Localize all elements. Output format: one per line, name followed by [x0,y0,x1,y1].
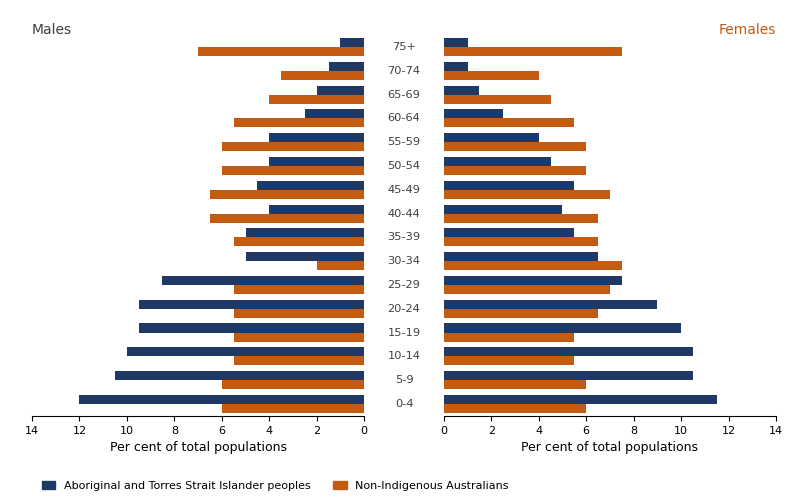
Bar [281,71,364,80]
Bar [444,47,622,56]
Text: 5-9: 5-9 [394,375,414,385]
Bar [444,324,681,333]
Bar [444,252,598,261]
Bar [444,300,658,309]
Bar [444,380,586,389]
Bar [317,261,364,270]
Bar [115,371,364,380]
Bar [444,285,610,294]
Bar [444,86,479,95]
Bar [444,309,598,318]
Bar [444,237,598,246]
Bar [234,309,364,318]
X-axis label: Per cent of total populations: Per cent of total populations [110,441,286,454]
Text: 15-19: 15-19 [387,328,421,338]
Text: 65-69: 65-69 [387,90,421,100]
Bar [317,86,364,95]
Bar [444,190,610,199]
Bar [444,157,550,166]
Text: 45-49: 45-49 [387,185,421,195]
Bar [444,109,503,118]
Legend: Aboriginal and Torres Strait Islander peoples, Non-Indigenous Australians: Aboriginal and Torres Strait Islander pe… [38,476,514,495]
Bar [222,166,364,175]
Text: 35-39: 35-39 [387,232,421,242]
Bar [444,333,574,342]
Text: 55-59: 55-59 [387,137,421,147]
Bar [210,190,364,199]
Bar [305,109,364,118]
Text: 0-4: 0-4 [394,399,414,409]
Bar [444,347,693,356]
Bar [444,404,586,413]
Bar [444,95,550,104]
Bar [444,371,693,380]
Bar [329,62,364,71]
Bar [444,166,586,175]
Bar [246,228,364,237]
Bar [341,38,364,47]
Bar [222,380,364,389]
Bar [138,324,364,333]
Bar [127,347,364,356]
Bar [444,71,538,80]
Bar [444,228,574,237]
Bar [234,356,364,365]
Text: 30-34: 30-34 [387,256,421,266]
Bar [234,333,364,342]
Text: 20-24: 20-24 [388,304,420,314]
Bar [444,181,574,190]
Bar [444,142,586,151]
Text: 70-74: 70-74 [387,66,421,76]
Bar [198,47,364,56]
Bar [444,213,598,222]
Bar [444,118,574,127]
Text: 10-14: 10-14 [387,351,421,361]
Bar [444,204,562,213]
Bar [444,276,622,285]
X-axis label: Per cent of total populations: Per cent of total populations [522,441,698,454]
Bar [246,252,364,261]
Bar [258,181,364,190]
Bar [234,118,364,127]
Bar [234,237,364,246]
Bar [444,62,467,71]
Text: 50-54: 50-54 [387,161,421,171]
Bar [162,276,364,285]
Bar [444,356,574,365]
Bar [444,133,538,142]
Text: 60-64: 60-64 [388,113,420,123]
Bar [222,404,364,413]
Bar [138,300,364,309]
Text: 40-44: 40-44 [388,208,420,218]
Bar [270,204,364,213]
Bar [79,395,364,404]
Text: 75+: 75+ [392,42,416,52]
Bar [444,38,467,47]
Text: Females: Females [718,24,776,37]
Bar [234,285,364,294]
Text: Males: Males [32,24,72,37]
Bar [210,213,364,222]
Bar [222,142,364,151]
Bar [444,395,717,404]
Bar [270,133,364,142]
Bar [444,261,622,270]
Bar [270,157,364,166]
Bar [270,95,364,104]
Text: 25-29: 25-29 [387,280,421,290]
